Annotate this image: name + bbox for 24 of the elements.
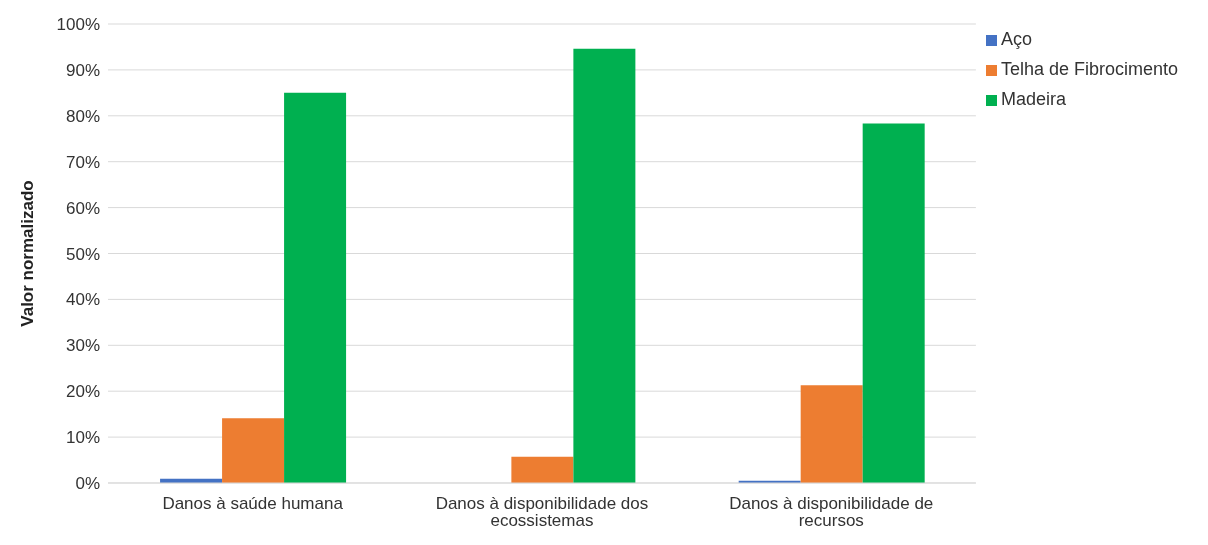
y-tick-label: 0% [75,474,100,494]
y-axis-title: Valor normalizado [18,180,38,327]
y-tick-label: 10% [65,428,100,448]
legend-label: Madeira [1000,89,1066,109]
x-tick-label: Danos à saúde humana [162,494,344,514]
y-tick-label: 90% [65,60,100,80]
y-tick-label: 60% [65,198,100,218]
x-tick-label: Danos à disponibilidade dos ecossistemas [435,494,649,531]
x-tick-label: Danos à disponibilidade de recursos [729,494,934,531]
legend-label: Aço [1000,29,1032,49]
y-tick-label: 80% [65,106,100,126]
bar [862,123,925,483]
y-tick-label: 100% [56,15,100,35]
bar [800,385,863,483]
bar [284,92,347,483]
y-tick-label: 20% [65,382,100,402]
y-tick-label: 50% [65,244,100,264]
y-tick-label: 30% [65,336,100,356]
legend-label: Telha de Fibrocimento [1000,59,1178,79]
bar [511,456,574,483]
y-tick-label: 40% [65,290,100,310]
bar [222,418,285,483]
bar [573,48,636,483]
y-tick-label: 70% [65,152,100,172]
